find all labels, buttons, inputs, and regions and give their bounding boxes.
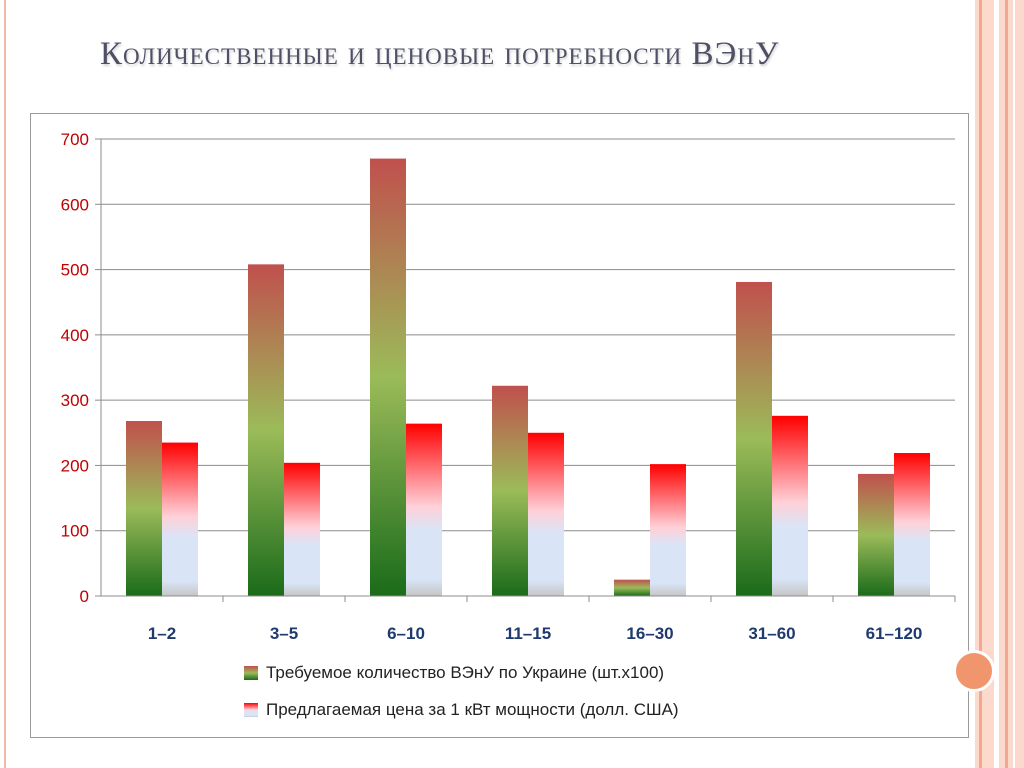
bar-required-quantity bbox=[736, 281, 772, 596]
x-tick-label: 3–5 bbox=[270, 624, 298, 643]
y-tick-label: 200 bbox=[61, 456, 89, 475]
x-tick-label: 11–15 bbox=[505, 624, 551, 643]
bar-offered-price bbox=[772, 415, 808, 596]
y-tick-label: 700 bbox=[61, 130, 89, 149]
y-tick-label: 500 bbox=[61, 261, 89, 280]
x-tick-label: 1–2 bbox=[148, 624, 176, 643]
y-tick-label: 600 bbox=[61, 195, 89, 214]
bar-chart: 0 100 200 300 400 500 600 700 1–2 3–5 6–10 11–15 16… bbox=[61, 130, 956, 719]
bar-offered-price bbox=[406, 423, 442, 596]
bar-offered-price bbox=[284, 462, 320, 596]
slide-title: Количественные и ценовые потребности ВЭн… bbox=[100, 36, 780, 72]
bar-required-quantity bbox=[248, 264, 284, 596]
decor-circle bbox=[953, 650, 995, 692]
bars bbox=[126, 158, 930, 597]
bar-offered-price bbox=[528, 432, 564, 596]
bar-offered-price bbox=[162, 442, 198, 596]
x-tick-label: 31–60 bbox=[748, 624, 795, 643]
grid-lines bbox=[101, 138, 955, 532]
bar-offered-price bbox=[894, 453, 930, 596]
y-tick-label: 100 bbox=[61, 522, 89, 541]
legend-label: Предлагаемая цена за 1 кВт мощности (дол… bbox=[266, 700, 679, 719]
chart-frame: 0 100 200 300 400 500 600 700 1–2 3–5 6–10 11–15 16… bbox=[30, 113, 969, 738]
y-tick-label: 400 bbox=[61, 326, 89, 345]
bar-required-quantity bbox=[492, 385, 528, 596]
bar-required-quantity bbox=[126, 421, 162, 596]
bar-required-quantity bbox=[858, 473, 894, 596]
legend-swatch bbox=[244, 703, 258, 717]
legend-label: Требуемое количество ВЭнУ по Украине (шт… bbox=[266, 663, 664, 682]
bar-required-quantity bbox=[614, 579, 650, 596]
legend-item: Предлагаемая цена за 1 кВт мощности (дол… bbox=[244, 700, 679, 719]
legend-swatch bbox=[244, 666, 258, 680]
bar-required-quantity bbox=[370, 158, 406, 597]
axes bbox=[95, 138, 956, 602]
y-tick-label: 300 bbox=[61, 391, 89, 410]
x-tick-labels: 1–2 3–5 6–10 11–15 16–30 31–60 61–120 bbox=[148, 624, 923, 643]
decor-right-band bbox=[975, 0, 1024, 768]
y-tick-label: 0 bbox=[80, 587, 89, 606]
bar-offered-price bbox=[650, 464, 686, 596]
x-tick-label: 6–10 bbox=[387, 624, 425, 643]
x-tick-label: 61–120 bbox=[866, 624, 923, 643]
decor-left-line bbox=[4, 0, 6, 768]
x-tick-label: 16–30 bbox=[626, 624, 673, 643]
legend: Требуемое количество ВЭнУ по Украине (шт… bbox=[244, 663, 679, 719]
legend-item: Требуемое количество ВЭнУ по Украине (шт… bbox=[244, 663, 664, 682]
y-tick-labels: 0 100 200 300 400 500 600 700 bbox=[61, 130, 89, 606]
